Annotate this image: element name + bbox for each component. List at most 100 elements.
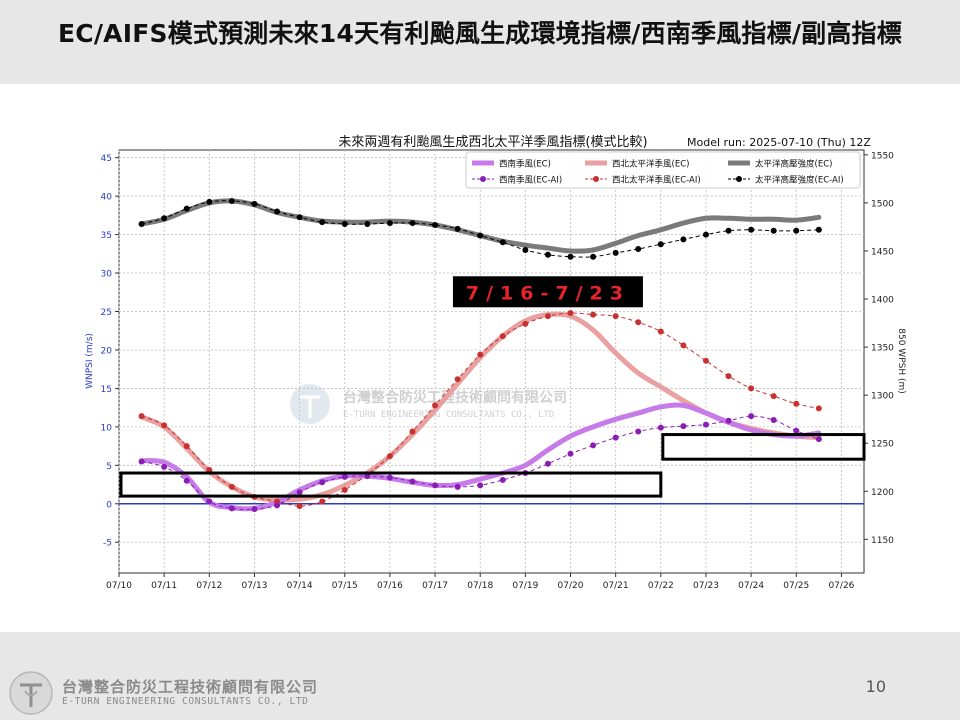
series-point	[590, 311, 597, 318]
series-point	[815, 436, 822, 443]
series-point	[499, 476, 506, 483]
chart-title: 未來兩週有利颱風生成西北太平洋季風指標(模式比較)	[338, 135, 647, 150]
series-point	[319, 498, 326, 505]
y-tick-label: 20	[101, 346, 113, 356]
series-point	[702, 231, 709, 238]
watermark-text: 台灣整合防災工程技術顧問有限公司	[343, 389, 567, 406]
series-point	[748, 385, 755, 392]
series-point	[477, 232, 484, 239]
series-point	[432, 402, 439, 409]
slide-title: EC/AIFS模式預測未來14天有利颱風生成環境指標/西南季風指標/副高指標	[58, 19, 902, 48]
series-point	[522, 246, 529, 253]
series-point	[793, 427, 800, 434]
series-point	[544, 460, 551, 467]
series-point	[567, 253, 574, 260]
series-point	[296, 503, 303, 510]
y-right-tick-label: 1300	[871, 392, 894, 402]
highlight-box	[661, 433, 866, 461]
annotation-box	[452, 276, 643, 308]
highlight-box	[119, 471, 663, 498]
y-tick-label: -5	[103, 539, 112, 549]
series-point	[161, 422, 168, 429]
legend-item: 太平洋高壓強度(EC)	[728, 159, 832, 170]
monsoon-index-chart: 未來兩週有利颱風生成西北太平洋季風指標(模式比較) Model run: 202…	[85, 135, 906, 591]
page-number: 10	[865, 677, 886, 696]
series-point	[138, 458, 145, 465]
x-tick-label: 07/13	[241, 581, 267, 591]
series-point	[386, 453, 393, 460]
y-tick-label: 10	[101, 423, 113, 433]
series-point	[770, 227, 777, 234]
series-point	[499, 333, 506, 340]
series-point	[770, 416, 777, 423]
legend-marker	[736, 176, 742, 182]
legend-box	[465, 151, 861, 189]
x-tick-label: 07/22	[648, 581, 674, 591]
series-point	[341, 221, 348, 228]
series-point	[228, 197, 235, 204]
series-point	[680, 236, 687, 243]
series-point	[296, 214, 303, 221]
company-logo-icon	[9, 671, 53, 715]
watermark-logo-mark	[300, 395, 320, 418]
series-point	[432, 221, 439, 228]
series-point	[702, 357, 709, 364]
plot-area: 台灣整合防災工程技術顧問有限公司 E-TURN ENGINEERING CONSU…	[101, 149, 894, 591]
series-point	[725, 373, 732, 380]
y-tick-label: 40	[101, 193, 113, 203]
series-point	[386, 220, 393, 227]
series-point	[409, 478, 416, 485]
series-point	[635, 319, 642, 326]
y-right-tick-label: 1450	[871, 247, 894, 257]
series-point	[748, 413, 755, 420]
series-point	[161, 463, 168, 470]
y-tick-label: 45	[101, 154, 112, 164]
series-2	[138, 413, 822, 513]
x-tick-label: 07/14	[287, 581, 313, 591]
series-point	[657, 328, 664, 335]
series-point	[206, 466, 213, 473]
legend-label: 西北太平洋季風(EC-AI)	[612, 175, 701, 186]
series-point	[793, 400, 800, 407]
series-point	[138, 221, 145, 228]
y-right-tick-label: 1400	[871, 296, 894, 306]
legend-label: 太平洋高壓強度(EC)	[755, 159, 832, 170]
x-tick-label: 07/18	[467, 581, 493, 591]
footer-company-name-en: E-TURN ENGINEERING CONSULTANTS CO., LTD	[62, 696, 309, 707]
series-point	[454, 483, 461, 490]
slide-header: EC/AIFS模式預測未來14天有利颱風生成環境指標/西南季風指標/副高指標	[0, 0, 960, 84]
legend-item: 西南季風(EC)	[472, 159, 551, 170]
y-axis-right-label: 850 WPSH (m)	[896, 328, 906, 394]
series-point	[228, 483, 235, 490]
series-point	[409, 220, 416, 227]
legend-item: 西北太平洋季風(EC)	[585, 159, 689, 170]
series-point	[274, 208, 281, 215]
legend: 西南季風(EC) 西北太平洋季風(EC) 太平洋高壓強度(EC) 西南季風(EC-AI…	[465, 151, 861, 189]
series-point	[635, 428, 642, 435]
series-point	[251, 506, 258, 513]
series-point	[319, 219, 326, 226]
x-tick-label: 07/24	[738, 581, 764, 591]
series-point	[770, 393, 777, 400]
series-point	[228, 505, 235, 512]
legend-item: 西南季風(EC-AI)	[472, 175, 562, 186]
series-point	[251, 200, 258, 207]
legend-label: 西南季風(EC)	[499, 159, 551, 170]
x-tick-label: 07/17	[422, 581, 448, 591]
y-right-tick-label: 1500	[871, 199, 894, 209]
series-point	[544, 313, 551, 320]
x-tick-label: 07/11	[151, 581, 177, 591]
x-tick-label: 07/20	[558, 581, 584, 591]
y-tick-label: 15	[101, 385, 112, 395]
series-point	[296, 489, 303, 496]
legend-item: 太平洋高壓強度(EC-AI)	[728, 175, 844, 186]
series-point	[590, 253, 597, 260]
series-point	[183, 205, 190, 212]
series-point	[454, 376, 461, 383]
series-point	[522, 320, 529, 327]
series-point	[341, 486, 348, 493]
series-point	[635, 246, 642, 253]
y-right-tick-label: 1550	[871, 151, 894, 161]
series-point	[725, 227, 732, 234]
series-6	[138, 197, 822, 260]
